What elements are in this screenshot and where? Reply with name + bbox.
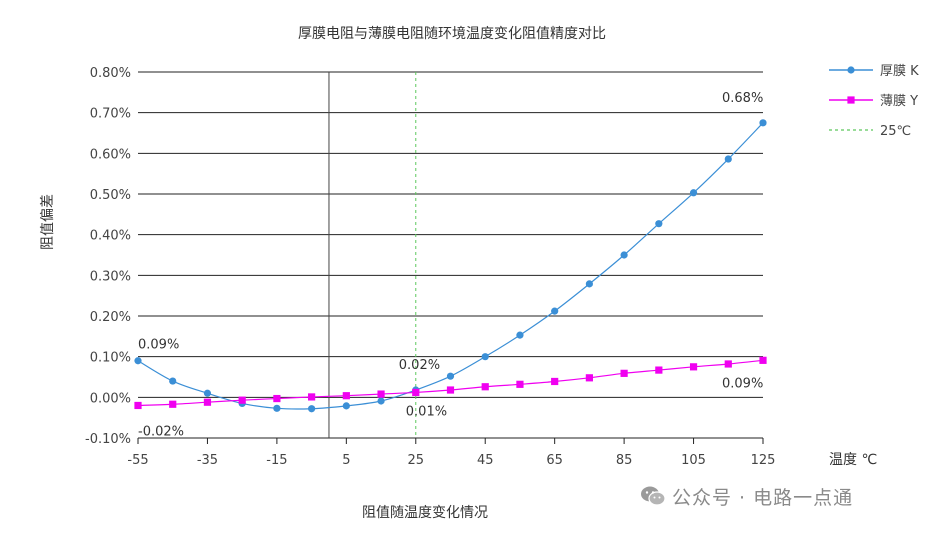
data-point <box>620 251 628 259</box>
y-tick-label: 0.60% <box>90 147 131 162</box>
data-point <box>446 386 455 394</box>
data-point <box>169 377 177 385</box>
data-point <box>620 369 628 377</box>
data-label: 0.01% <box>406 404 447 419</box>
data-point <box>412 388 420 397</box>
data-point <box>203 389 212 397</box>
data-point <box>724 155 732 163</box>
data-point <box>759 119 767 127</box>
watermark: 公众号 · 电路一点通 <box>640 480 853 512</box>
data-point <box>308 393 316 401</box>
x-tick-label: 85 <box>616 453 633 468</box>
data-point <box>203 398 212 406</box>
y-tick-label: 0.20% <box>90 310 131 325</box>
x-tick-label: 45 <box>477 453 494 468</box>
series-line-1 <box>137 359 764 407</box>
y-tick-label: 0.40% <box>90 229 131 244</box>
data-point <box>516 380 524 388</box>
data-point <box>273 394 281 403</box>
data-point <box>273 404 281 412</box>
data-point <box>689 363 698 371</box>
data-point <box>481 353 489 361</box>
wechat-icon <box>641 486 666 506</box>
y-tick-label: 0.80% <box>90 66 131 81</box>
y-axis-ticks: -0.10% 0.00% 0.10% 0.20% 0.30% 0.40% 0.50% 0.60… <box>85 66 131 447</box>
watermark-text: 公众号 · 电路一点通 <box>672 486 854 509</box>
x-tick-label: 25 <box>408 453 425 468</box>
x-tick-label: 105 <box>681 453 706 468</box>
data-point <box>655 220 663 228</box>
data-point <box>134 357 142 365</box>
data-label: 0.02% <box>399 358 440 373</box>
chart-title: 厚膜电阻与薄膜电阻随环境温度变化阻值精度对比 <box>298 26 606 42</box>
legend: 厚膜 K 薄膜 Y 25℃ <box>829 64 919 139</box>
data-point <box>238 396 246 404</box>
data-point <box>308 405 316 413</box>
x-tick-label: -15 <box>266 453 287 468</box>
y-tick-label: 0.00% <box>90 391 131 406</box>
data-point <box>342 402 350 410</box>
x-tick-label: 65 <box>546 453 563 468</box>
y-tick-label: 0.30% <box>90 269 131 284</box>
legend-marker <box>847 96 855 104</box>
data-point <box>134 401 142 410</box>
legend-label: 25℃ <box>880 124 911 139</box>
data-label: 0.09% <box>138 338 179 353</box>
data-point <box>377 390 385 398</box>
legend-marker <box>847 66 855 74</box>
y-tick-label: 0.50% <box>90 188 131 203</box>
data-point <box>655 366 663 374</box>
data-point <box>551 307 559 315</box>
y-tick-label: -0.10% <box>85 432 131 447</box>
annotations: 0.09% -0.02% 0.02% 0.01% 0.68% 0.09% <box>138 91 763 440</box>
data-point <box>759 356 767 364</box>
data-point <box>516 331 524 339</box>
y-axis-label: 阻值偏差 <box>40 194 56 250</box>
x-tick-label: -55 <box>127 453 148 468</box>
x-axis-ticks: -55 -35 -15 5 25 45 65 85 105 125 <box>127 453 775 468</box>
data-label: 0.09% <box>722 377 763 392</box>
data-point <box>342 392 350 400</box>
data-label: -0.02% <box>138 424 184 439</box>
chart-caption: 阻值随温度变化情况 <box>362 505 488 521</box>
data-point <box>481 383 489 391</box>
x-tick-label: 125 <box>751 453 776 468</box>
legend-label: 厚膜 K <box>880 64 919 79</box>
data-point <box>724 360 732 368</box>
plot-area <box>134 72 767 438</box>
data-point <box>169 400 177 408</box>
data-point <box>446 372 455 380</box>
data-point <box>689 189 698 197</box>
legend-label: 薄膜 Y <box>880 94 918 109</box>
x-tick-label: -35 <box>197 453 218 468</box>
series-line-0 <box>137 122 764 410</box>
x-tick-label: 5 <box>342 453 350 468</box>
y-tick-label: 0.70% <box>90 107 131 122</box>
data-label: 0.68% <box>722 91 763 106</box>
y-tick-label: 0.10% <box>90 351 131 366</box>
data-point <box>585 374 593 382</box>
data-point <box>551 377 559 386</box>
x-axis-label: 温度 ℃ <box>829 452 877 468</box>
data-point <box>377 397 385 405</box>
data-point <box>585 280 593 288</box>
